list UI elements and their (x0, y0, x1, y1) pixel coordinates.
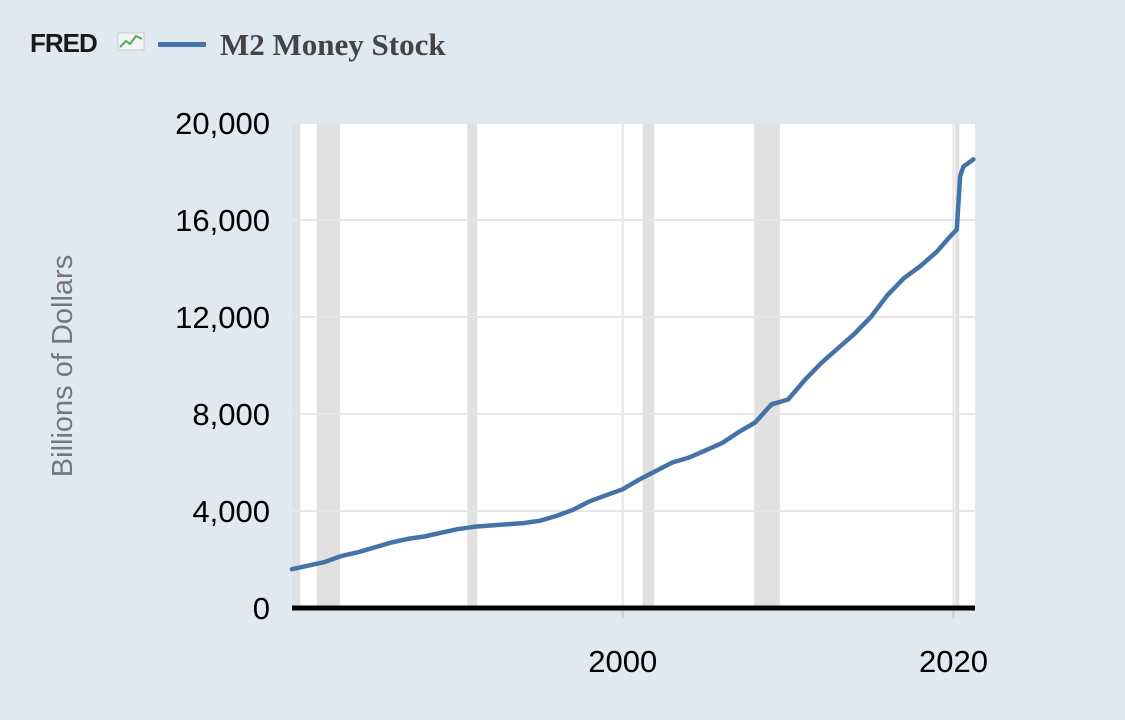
fred-logo[interactable]: FRED (30, 28, 98, 58)
y-axis-label: Billions of Dollars (47, 255, 79, 477)
chart-header: FRED M2 Money Stock (0, 0, 1125, 90)
x-tick-label-1: 2020 (919, 644, 988, 679)
recession-bands (292, 123, 960, 608)
recession-band-4 (754, 123, 780, 608)
series-line-m2-money-stock (289, 157, 976, 572)
y-tick-label-5: 20,000 (175, 106, 270, 141)
y-tick-label-0: 0 (253, 591, 270, 626)
recession-band-1 (316, 123, 340, 608)
legend-swatch (158, 42, 206, 47)
recession-band-3 (642, 123, 655, 608)
line-chart-icon (117, 32, 145, 51)
y-tick-label-1: 4,000 (192, 494, 270, 529)
y-tick-labels: 0 4,000 8,000 12,000 16,000 20,000 (175, 106, 270, 626)
x-tick-label-0: 2000 (588, 644, 657, 679)
series-layer (289, 157, 976, 572)
gridlines (292, 122, 975, 618)
plot-area (292, 123, 975, 610)
y-tick-label-2: 8,000 (192, 397, 270, 432)
recession-band-2 (467, 123, 478, 608)
recession-band-0 (292, 123, 301, 608)
y-tick-label-4: 16,000 (175, 203, 270, 238)
recession-band-5 (955, 123, 960, 608)
legend-label: M2 Money Stock (220, 27, 446, 62)
x-tick-labels: 2000 2020 (588, 644, 988, 679)
y-tick-label-3: 12,000 (175, 300, 270, 335)
